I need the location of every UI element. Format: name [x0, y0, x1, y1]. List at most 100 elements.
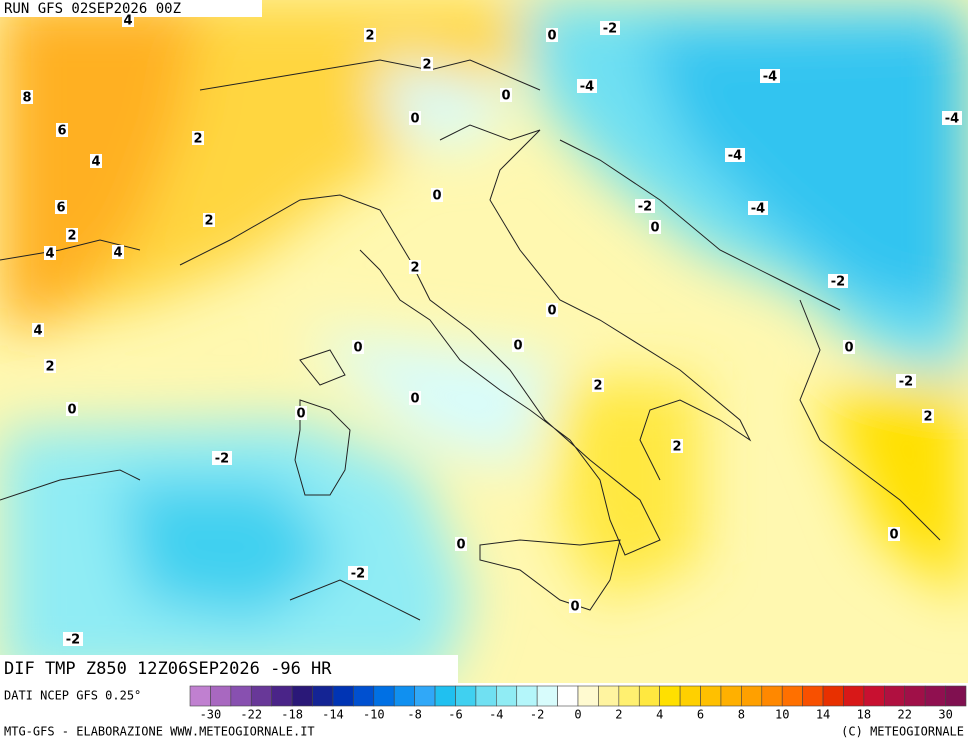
- legend-swatch: [904, 685, 926, 707]
- contour-label-bg: [203, 213, 215, 227]
- legend-swatch: [414, 685, 436, 707]
- legend-swatch: [516, 685, 538, 707]
- contour-label-bg: [192, 131, 204, 145]
- legend-label: 4: [656, 708, 663, 722]
- legend-label: 30: [938, 708, 952, 722]
- contour-label-bg: [649, 220, 661, 234]
- contour-label: -2: [899, 375, 913, 390]
- contour-label: 0: [410, 112, 419, 127]
- legend-swatch: [312, 685, 334, 707]
- legend-swatch: [291, 685, 313, 707]
- contour-label-bg: [409, 391, 421, 405]
- contour-label: 2: [923, 410, 932, 425]
- legend-swatch: [761, 685, 783, 707]
- legend-label: 2: [615, 708, 622, 722]
- contour-label-bg: [888, 527, 900, 541]
- contour-label: -2: [215, 452, 229, 467]
- contour-label-bg: [409, 111, 421, 125]
- contour-label: 4: [45, 247, 54, 262]
- legend-swatch: [557, 685, 579, 707]
- contour-label: 2: [422, 58, 431, 73]
- contour-label: 0: [353, 341, 362, 356]
- contour-label-bg: [66, 228, 78, 242]
- legend-label: 6: [697, 708, 704, 722]
- contour-label: 6: [57, 124, 66, 139]
- contour-label-bg: [44, 359, 56, 373]
- legend-swatch: [700, 685, 722, 707]
- contour-label-bg: [546, 303, 558, 317]
- contour-label-bg: [409, 260, 421, 274]
- legend-swatch: [271, 685, 293, 707]
- legend-swatch: [353, 685, 375, 707]
- legend-swatch: [210, 685, 232, 707]
- legend-swatch: [741, 685, 763, 707]
- contour-label: 4: [33, 324, 42, 339]
- contour-label: 4: [123, 14, 132, 29]
- contour-label-bg: [364, 28, 376, 42]
- contour-label-bg: [122, 13, 134, 27]
- legend-swatch: [598, 685, 620, 707]
- legend-swatch: [230, 685, 252, 707]
- contour-label: 2: [193, 132, 202, 147]
- legend-swatch: [720, 685, 742, 707]
- contour-label-bg: [942, 111, 962, 125]
- legend-label: -30: [200, 708, 222, 722]
- contour-label-bg: [577, 79, 597, 93]
- legend-swatch: [536, 685, 558, 707]
- field-label: DIF TMP Z850 12Z06SEP2026 -96 HR: [4, 659, 332, 679]
- legend-label: 0: [574, 708, 581, 722]
- legend-swatch: [434, 685, 456, 707]
- contour-label-bg: [455, 537, 467, 551]
- legend-swatch: [945, 685, 967, 707]
- legend-label: 18: [857, 708, 871, 722]
- contour-label: 0: [296, 407, 305, 422]
- header-box: [0, 0, 262, 17]
- contour-label-bg: [112, 245, 124, 259]
- contour-label-bg: [500, 88, 512, 102]
- contour-label: -4: [728, 149, 742, 164]
- contour-label-bg: [63, 632, 83, 646]
- contour-label: 2: [593, 379, 602, 394]
- legend-swatch: [250, 685, 272, 707]
- contour-label: -4: [763, 70, 777, 85]
- contour-label: 0: [570, 600, 579, 615]
- legend-label: -2: [530, 708, 544, 722]
- contour-label-bg: [66, 402, 78, 416]
- contour-label-bg: [512, 338, 524, 352]
- contour-label-bg: [592, 378, 604, 392]
- contour-label: 0: [456, 538, 465, 553]
- contour-label: 0: [547, 304, 556, 319]
- contour-label: -4: [751, 202, 765, 217]
- legend-swatch: [924, 685, 946, 707]
- contour-label: 0: [513, 339, 522, 354]
- legend-label: -8: [407, 708, 421, 722]
- legend-swatch: [822, 685, 844, 707]
- contour-label: -2: [638, 200, 652, 215]
- legend-label: -4: [489, 708, 503, 722]
- legend-swatch: [577, 685, 599, 707]
- legend-swatch: [863, 685, 885, 707]
- contour-label: 4: [113, 246, 122, 261]
- contour-label-bg: [32, 323, 44, 337]
- copyright-label: (C) METEOGIORNALE: [841, 725, 964, 739]
- contour-label-bg: [295, 406, 307, 420]
- contour-label-bg: [421, 57, 433, 71]
- footer-box: [0, 655, 458, 683]
- contour-label: -2: [603, 22, 617, 37]
- contour-label-bg: [671, 439, 683, 453]
- legend-swatch: [843, 685, 865, 707]
- contour-label: 6: [56, 201, 65, 216]
- legend-swatch: [475, 685, 497, 707]
- contour-label: 2: [410, 261, 419, 276]
- legend-label: -6: [448, 708, 462, 722]
- contour-label: 2: [672, 440, 681, 455]
- contour-label-bg: [760, 69, 780, 83]
- legend-swatch: [618, 685, 640, 707]
- contour-label: 0: [889, 528, 898, 543]
- contour-label: 8: [22, 91, 31, 106]
- contour-label: -4: [945, 112, 959, 127]
- credit-label: MTG-GFS - ELABORAZIONE WWW.METEOGIORNALE…: [4, 725, 315, 739]
- legend-swatch: [884, 685, 906, 707]
- legend-label: 14: [816, 708, 830, 722]
- contour-label: 0: [67, 403, 76, 418]
